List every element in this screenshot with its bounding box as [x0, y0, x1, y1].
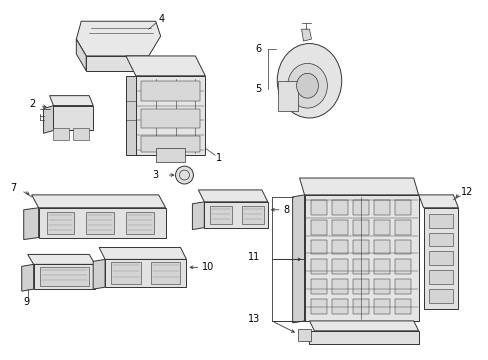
Polygon shape	[311, 299, 326, 314]
Polygon shape	[427, 214, 452, 228]
Polygon shape	[309, 331, 418, 344]
Polygon shape	[86, 212, 114, 234]
Polygon shape	[46, 212, 74, 234]
Polygon shape	[155, 148, 185, 162]
Polygon shape	[332, 260, 347, 274]
Polygon shape	[43, 105, 53, 133]
Polygon shape	[332, 200, 347, 215]
Polygon shape	[301, 29, 311, 41]
Polygon shape	[311, 200, 326, 215]
Polygon shape	[394, 220, 410, 235]
Polygon shape	[277, 81, 297, 111]
Polygon shape	[394, 299, 410, 314]
Polygon shape	[32, 195, 165, 208]
Polygon shape	[332, 299, 347, 314]
Polygon shape	[352, 299, 368, 314]
Polygon shape	[373, 279, 389, 294]
Text: 6: 6	[255, 44, 262, 54]
Polygon shape	[49, 96, 93, 105]
Text: 11: 11	[247, 252, 259, 262]
Polygon shape	[126, 56, 205, 76]
Polygon shape	[76, 39, 86, 71]
Text: 13: 13	[247, 314, 259, 324]
Polygon shape	[198, 190, 267, 202]
Polygon shape	[332, 279, 347, 294]
Polygon shape	[373, 200, 389, 215]
Polygon shape	[427, 270, 452, 284]
Polygon shape	[53, 129, 69, 140]
Ellipse shape	[287, 63, 326, 108]
Polygon shape	[141, 109, 200, 129]
Text: 1: 1	[216, 153, 222, 163]
Polygon shape	[28, 255, 95, 264]
Polygon shape	[53, 105, 93, 130]
Polygon shape	[373, 239, 389, 255]
Polygon shape	[297, 329, 311, 341]
Polygon shape	[394, 260, 410, 274]
Polygon shape	[24, 208, 39, 239]
Polygon shape	[105, 260, 186, 287]
Polygon shape	[373, 220, 389, 235]
Polygon shape	[40, 267, 89, 286]
Polygon shape	[418, 195, 457, 208]
Polygon shape	[150, 262, 180, 284]
Polygon shape	[352, 239, 368, 255]
Polygon shape	[352, 279, 368, 294]
Polygon shape	[352, 220, 368, 235]
Polygon shape	[427, 289, 452, 303]
Polygon shape	[423, 208, 457, 309]
Text: 10: 10	[202, 262, 214, 272]
Polygon shape	[126, 212, 153, 234]
Polygon shape	[34, 264, 95, 289]
Text: 12: 12	[460, 187, 473, 197]
Polygon shape	[76, 21, 161, 56]
Polygon shape	[204, 202, 267, 228]
Polygon shape	[73, 129, 89, 140]
Polygon shape	[141, 81, 200, 100]
Polygon shape	[311, 220, 326, 235]
Polygon shape	[332, 220, 347, 235]
Text: 9: 9	[24, 297, 30, 307]
Polygon shape	[93, 260, 105, 289]
Polygon shape	[352, 200, 368, 215]
Polygon shape	[99, 247, 186, 260]
Polygon shape	[126, 76, 136, 155]
Polygon shape	[210, 206, 232, 224]
Polygon shape	[136, 76, 205, 155]
Polygon shape	[373, 299, 389, 314]
Polygon shape	[394, 200, 410, 215]
Text: 5: 5	[255, 84, 262, 94]
Polygon shape	[111, 262, 141, 284]
Polygon shape	[304, 195, 418, 321]
Polygon shape	[352, 260, 368, 274]
Polygon shape	[427, 251, 452, 265]
Text: 4: 4	[158, 14, 164, 24]
Polygon shape	[39, 208, 165, 238]
Text: 8: 8	[283, 205, 289, 215]
Polygon shape	[373, 260, 389, 274]
Polygon shape	[242, 206, 264, 224]
Text: 2: 2	[30, 99, 36, 109]
Text: 3: 3	[152, 170, 158, 180]
Polygon shape	[311, 260, 326, 274]
Polygon shape	[292, 195, 304, 323]
Polygon shape	[311, 279, 326, 294]
Polygon shape	[309, 321, 418, 331]
Text: 7: 7	[11, 183, 17, 193]
Ellipse shape	[277, 44, 341, 118]
Polygon shape	[311, 239, 326, 255]
Polygon shape	[21, 264, 34, 291]
Polygon shape	[86, 56, 148, 71]
Polygon shape	[394, 279, 410, 294]
Polygon shape	[192, 202, 204, 230]
Polygon shape	[427, 233, 452, 247]
Circle shape	[175, 166, 193, 184]
Polygon shape	[332, 239, 347, 255]
Ellipse shape	[296, 73, 318, 98]
Polygon shape	[141, 136, 200, 152]
Polygon shape	[394, 239, 410, 255]
Polygon shape	[299, 178, 418, 195]
